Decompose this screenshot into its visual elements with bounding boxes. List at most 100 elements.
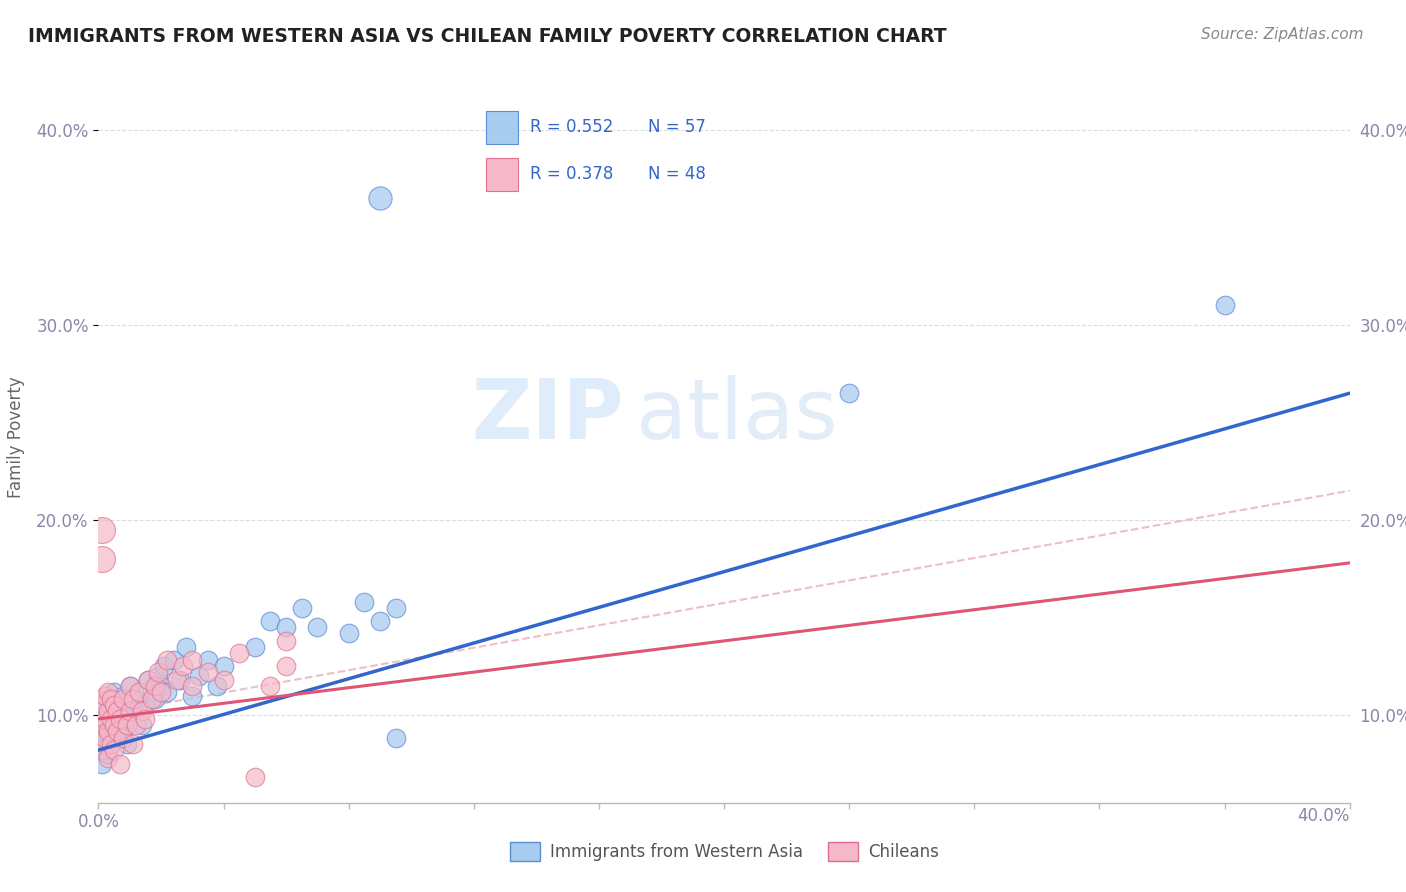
Point — [97, 747, 120, 761]
Point — [141, 684, 163, 698]
Point — [181, 679, 204, 693]
Point — [143, 692, 166, 706]
Point — [291, 600, 314, 615]
Point — [274, 659, 298, 673]
Point — [259, 615, 281, 629]
Point — [134, 712, 156, 726]
Text: R = 0.552: R = 0.552 — [530, 118, 613, 136]
Bar — [485, 158, 517, 191]
Point — [162, 653, 184, 667]
Point — [90, 718, 112, 732]
Y-axis label: Family Poverty: Family Poverty — [7, 376, 25, 498]
Point — [212, 659, 235, 673]
Point — [103, 718, 125, 732]
Point — [368, 191, 391, 205]
Point — [100, 712, 122, 726]
Point — [100, 718, 122, 732]
Point — [121, 737, 143, 751]
Point — [156, 684, 179, 698]
Point — [353, 595, 375, 609]
Point — [368, 615, 391, 629]
Point — [110, 756, 132, 771]
Point — [146, 669, 169, 683]
Point — [112, 689, 135, 703]
Point — [93, 712, 115, 726]
Point — [97, 712, 120, 726]
Point — [97, 684, 120, 698]
Text: N = 48: N = 48 — [648, 165, 706, 183]
Point — [90, 552, 112, 566]
Point — [153, 659, 176, 673]
Point — [138, 673, 160, 687]
Point — [125, 718, 148, 732]
Point — [307, 620, 329, 634]
Point — [121, 698, 143, 713]
Point — [131, 718, 153, 732]
Point — [93, 689, 115, 703]
Point — [100, 737, 122, 751]
Point — [105, 723, 128, 738]
Point — [105, 704, 128, 718]
Point — [100, 692, 122, 706]
Text: 40.0%: 40.0% — [1298, 807, 1350, 825]
Text: R = 0.378: R = 0.378 — [530, 165, 613, 183]
Point — [93, 741, 115, 756]
Point — [90, 523, 112, 537]
Point — [103, 712, 125, 726]
Point — [274, 634, 298, 648]
Point — [384, 731, 406, 746]
Point — [100, 698, 122, 713]
Point — [90, 756, 112, 771]
Point — [838, 386, 860, 401]
Point — [134, 698, 156, 713]
Point — [115, 704, 138, 718]
Point — [172, 659, 194, 673]
Text: IMMIGRANTS FROM WESTERN ASIA VS CHILEAN FAMILY POVERTY CORRELATION CHART: IMMIGRANTS FROM WESTERN ASIA VS CHILEAN … — [28, 27, 946, 45]
Point — [150, 679, 173, 693]
Point — [93, 731, 115, 746]
Text: ZIP: ZIP — [471, 375, 624, 456]
Point — [97, 751, 120, 765]
Point — [103, 731, 125, 746]
Point — [156, 653, 179, 667]
Point — [143, 679, 166, 693]
Point — [1213, 298, 1236, 312]
Point — [243, 771, 266, 785]
Point — [97, 704, 120, 718]
Point — [103, 698, 125, 713]
Point — [97, 727, 120, 741]
Text: atlas: atlas — [637, 375, 838, 456]
Point — [150, 684, 173, 698]
Text: Source: ZipAtlas.com: Source: ZipAtlas.com — [1201, 27, 1364, 42]
Point — [97, 692, 120, 706]
Point — [110, 712, 132, 726]
Point — [112, 723, 135, 738]
Point — [337, 626, 360, 640]
Text: N = 57: N = 57 — [648, 118, 706, 136]
Point — [105, 723, 128, 738]
Point — [97, 723, 120, 738]
Legend: Immigrants from Western Asia, Chileans: Immigrants from Western Asia, Chileans — [503, 835, 945, 868]
Point — [243, 640, 266, 654]
Point — [93, 718, 115, 732]
Point — [90, 698, 112, 713]
Point — [118, 679, 141, 693]
Point — [128, 684, 150, 698]
Point — [90, 731, 112, 746]
Point — [274, 620, 298, 634]
Point — [207, 679, 229, 693]
Point — [115, 737, 138, 751]
Point — [166, 673, 188, 687]
Point — [146, 665, 169, 679]
Point — [118, 679, 141, 693]
Point — [110, 718, 132, 732]
Point — [187, 669, 209, 683]
Point — [90, 743, 112, 757]
Point — [174, 640, 197, 654]
Bar — [485, 111, 517, 144]
Point — [103, 743, 125, 757]
Point — [103, 684, 125, 698]
Point — [197, 665, 219, 679]
Point — [100, 737, 122, 751]
Point — [118, 712, 141, 726]
